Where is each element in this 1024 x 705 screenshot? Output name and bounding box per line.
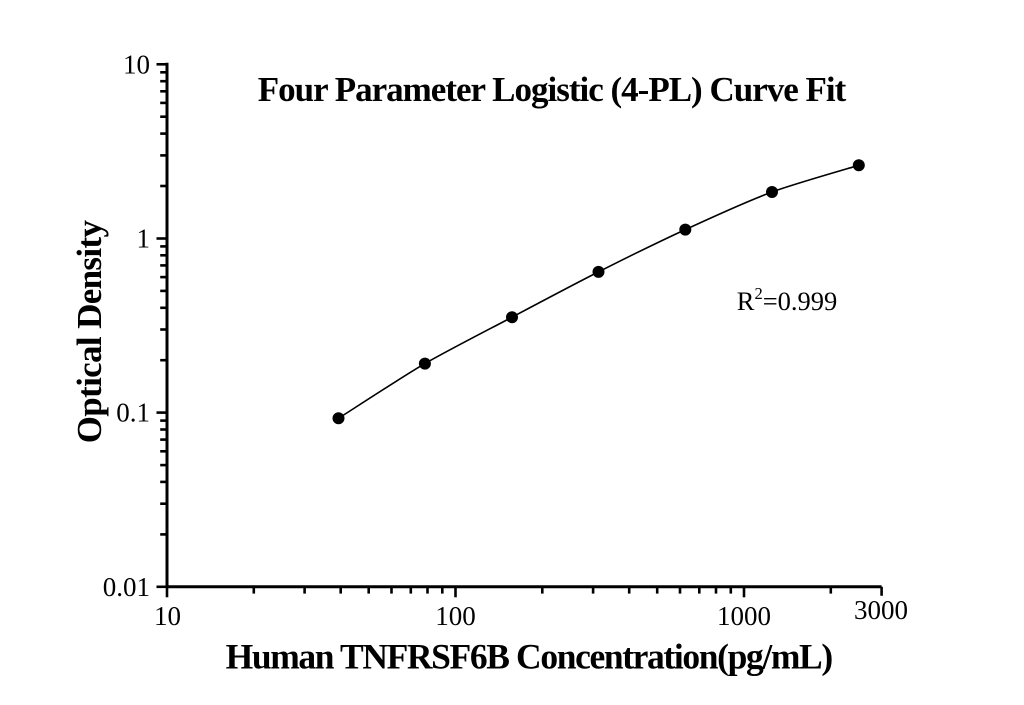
- svg-text:1: 1: [137, 224, 151, 254]
- svg-text:Optical Density: Optical Density: [70, 220, 109, 444]
- svg-text:10: 10: [154, 601, 181, 631]
- svg-text:0.01: 0.01: [103, 572, 150, 602]
- svg-text:3000: 3000: [854, 595, 908, 625]
- svg-text:100: 100: [435, 601, 476, 631]
- svg-text:Four Parameter Logistic (4-PL): Four Parameter Logistic (4-PL) Curve Fit: [258, 70, 847, 109]
- svg-text:R2=0.999: R2=0.999: [737, 284, 838, 316]
- svg-text:Human TNFRSF6B Concentration(p: Human TNFRSF6B Concentration(pg/mL): [226, 637, 833, 677]
- svg-text:10: 10: [123, 49, 150, 79]
- svg-text:1000: 1000: [717, 601, 771, 631]
- svg-text:0.1: 0.1: [116, 398, 150, 428]
